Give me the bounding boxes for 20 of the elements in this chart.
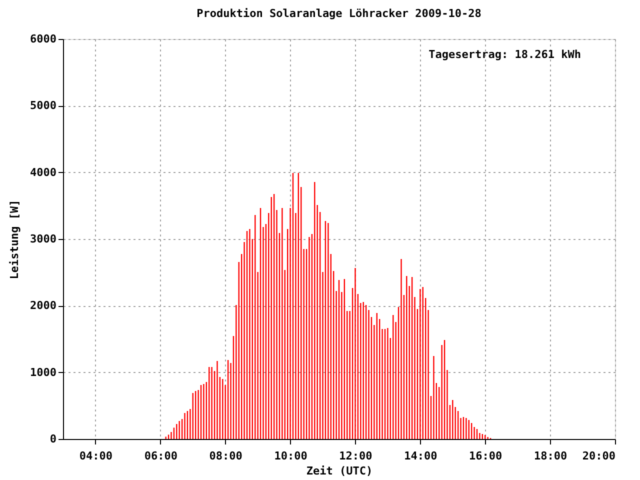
annotation: Tagesertrag: 18.261 kWh [428,48,581,61]
x-tick-label: 06:00 [144,450,178,462]
y-axis-title: Leistung [W] [8,200,22,280]
x-tick-label: 18:00 [534,450,568,462]
y-tick-label: 5000 [30,99,56,112]
x-tick-label: 16:00 [469,450,502,462]
y-tick-label: 1000 [30,366,56,379]
x-tick-label: 10:00 [274,450,308,462]
x-tick-label: 08:00 [209,450,242,462]
x-tick-label: 04:00 [79,450,113,462]
y-tick-label: 4000 [30,166,56,179]
chart-title: Produktion Solaranlage Löhracker 2009-10-28 [196,7,482,20]
x-tick-label: 12:00 [339,450,372,462]
x-axis-title: Zeit (UTC) [306,464,373,478]
y-tick-label: 3000 [30,232,56,246]
x-tick-label: 20:00 [582,450,616,462]
y-tick-label: 0 [50,432,56,446]
y-tick-label: 2000 [30,299,56,312]
y-tick-label: 6000 [30,32,56,46]
x-tick-label: 14:00 [404,450,438,462]
